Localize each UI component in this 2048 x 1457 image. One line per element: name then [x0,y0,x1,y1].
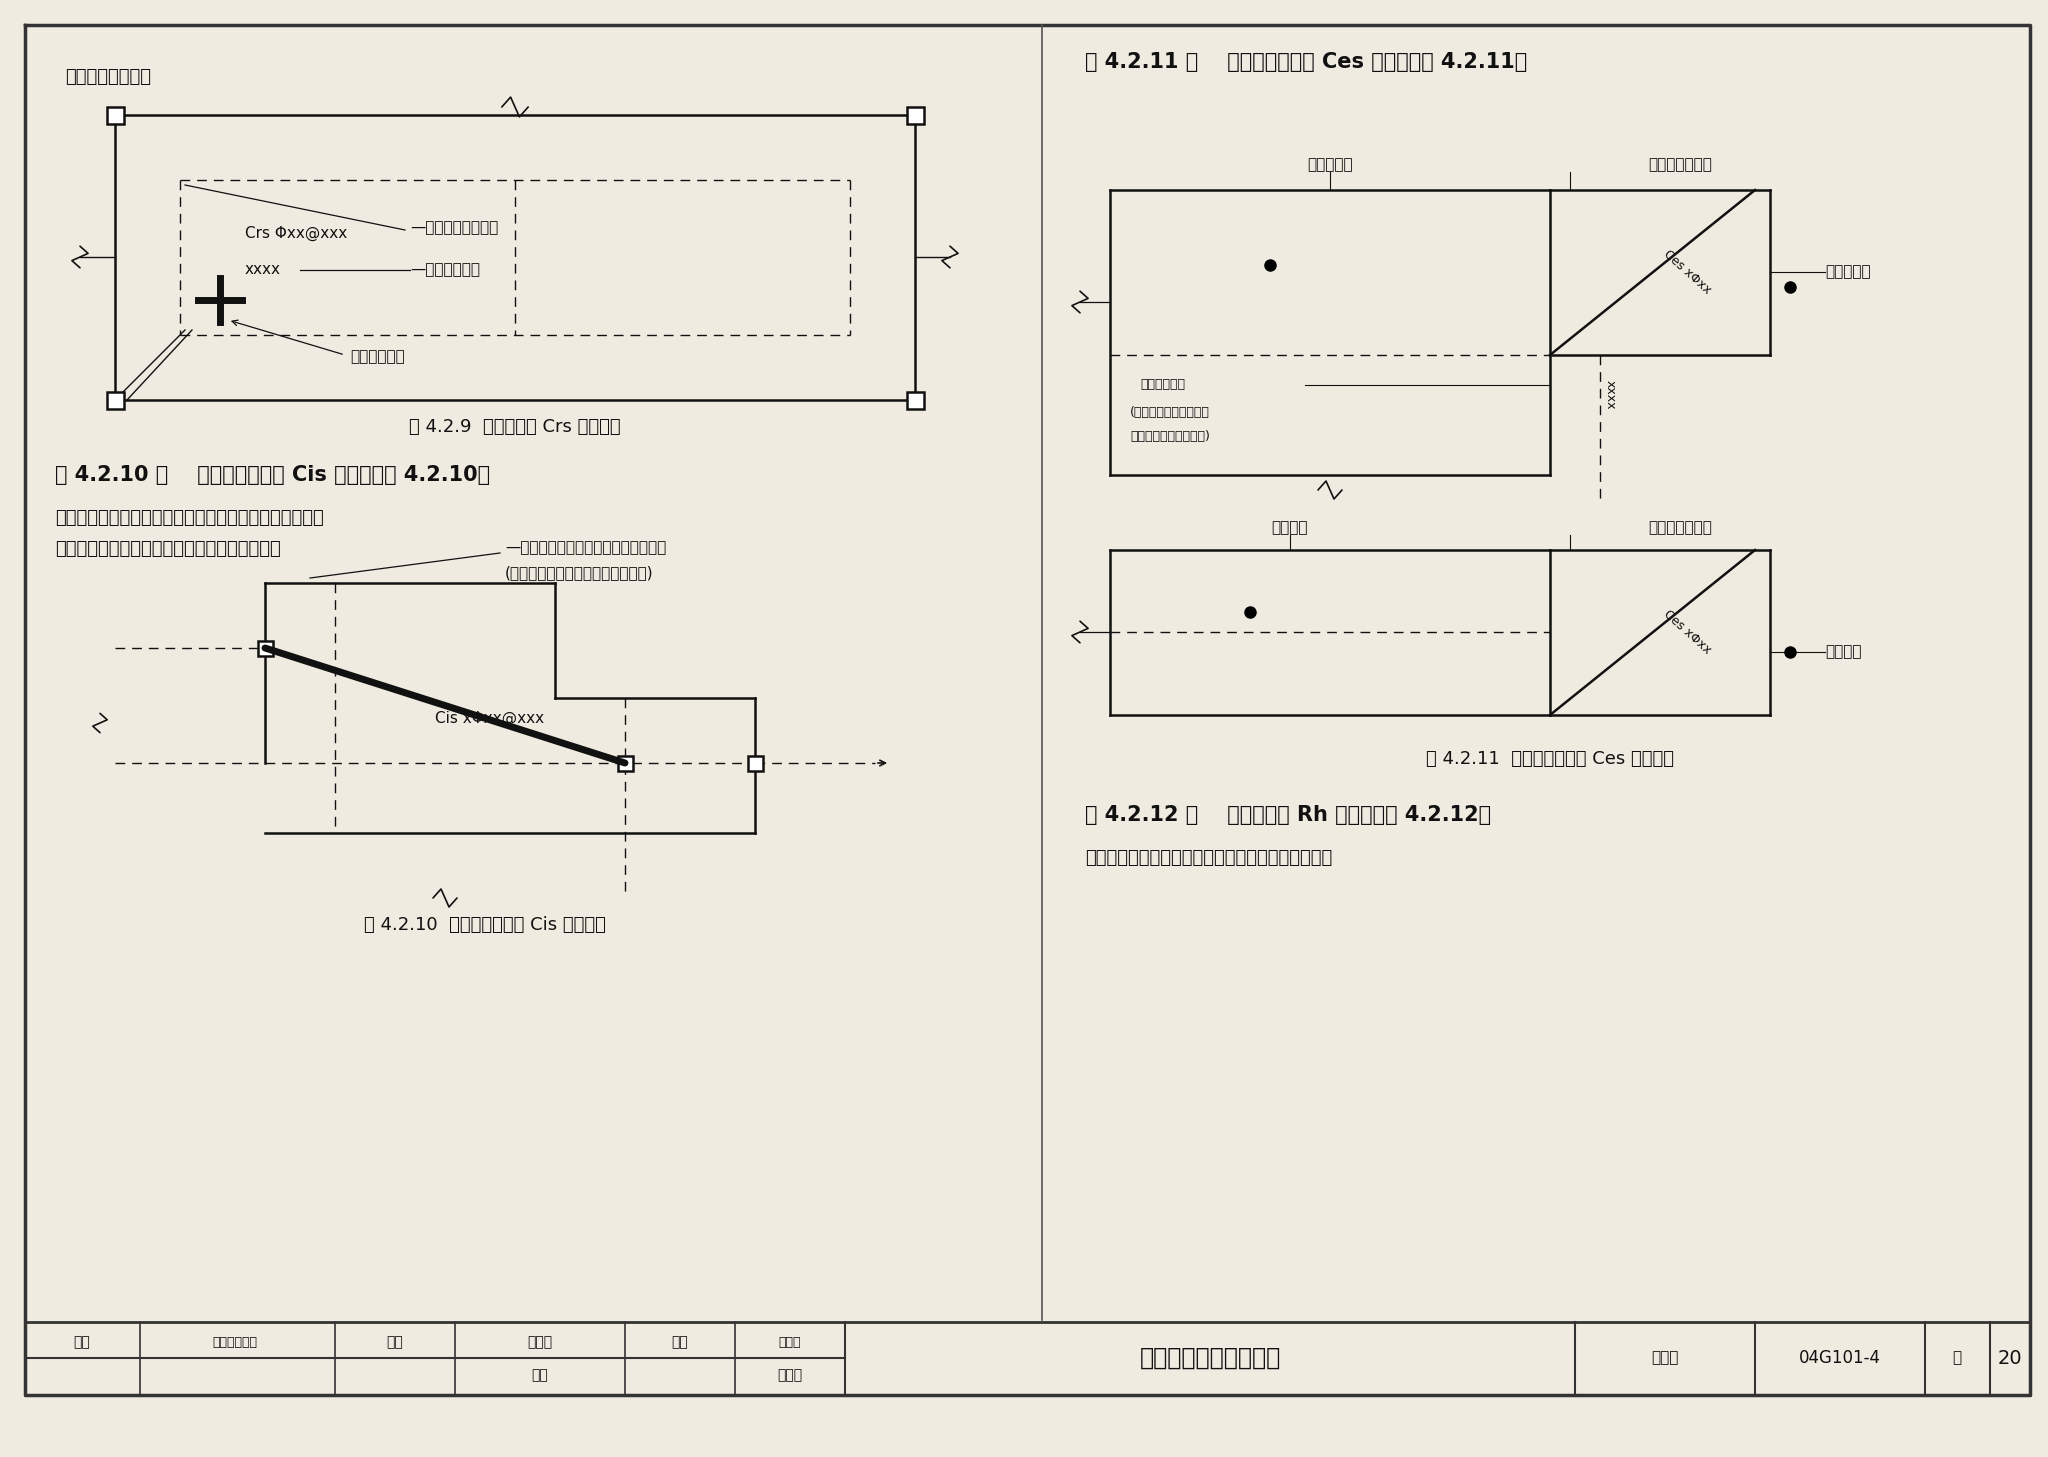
Text: 楼板相关构造制图规则: 楼板相关构造制图规则 [1139,1346,1280,1370]
Text: 第 4.2.11 条    悬挂阳角放射筋 Ces 的引注见图 4.2.11。: 第 4.2.11 条 悬挂阳角放射筋 Ces 的引注见图 4.2.11。 [1085,52,1528,71]
Text: Ces xΦxx: Ces xΦxx [1661,608,1712,657]
Text: 校对: 校对 [387,1335,403,1349]
Text: xxxx: xxxx [246,262,281,277]
Text: 图 4.2.10  悬挂阴角附加筋 Cis 引注图示: 图 4.2.10 悬挂阴角附加筋 Cis 引注图示 [365,916,606,934]
Text: 筋时则间空布置。: 筋时则间空布置。 [66,68,152,86]
Text: (当设计不注时，按标准: (当设计不注时，按标准 [1130,407,1210,420]
Text: 图 4.2.9  角部加强筋 Crs 引注图示: 图 4.2.9 角部加强筋 Crs 引注图示 [410,418,621,436]
Bar [618,756,633,771]
Text: 页: 页 [1952,1351,1962,1365]
Text: 纯悬挂板: 纯悬挂板 [1272,520,1309,535]
Text: Ces xΦxx: Ces xΦxx [1661,248,1712,297]
Text: 20: 20 [1997,1349,2021,1368]
Text: 构造详图中的规定取值): 构造详图中的规定取值) [1130,430,1210,443]
Text: 延伸悬挂板: 延伸悬挂板 [1825,265,1870,280]
Text: —跨内延伸长度: —跨内延伸长度 [410,262,479,277]
Text: 04G101-4: 04G101-4 [1798,1349,1880,1367]
Text: 基祸: 基祸 [532,1368,549,1383]
Text: 审核: 审核 [74,1335,90,1349]
Text: 悬挂阳角放射筋: 悬挂阳角放射筋 [1649,520,1712,535]
Text: 第 4.2.10 条    悬挂阴角附加筋 Cis 的引注见图 4.2.10。: 第 4.2.10 条 悬挂阴角附加筋 Cis 的引注见图 4.2.10。 [55,465,489,485]
Text: 设计: 设计 [672,1335,688,1349]
Text: —板角区上部加强筋: —板角区上部加强筋 [410,220,498,236]
Bar [907,392,924,408]
Text: 第 4.2.12 条    抗冲切筘筋 Rh 的引注见图 4.2.12。: 第 4.2.12 条 抗冲切筘筋 Rh 的引注见图 4.2.12。 [1085,806,1491,825]
Text: —悬挂阴角附加筋自阴角位置向内分布: —悬挂阴角附加筋自阴角位置向内分布 [506,541,666,555]
Text: 刘其祥: 刘其祥 [528,1335,553,1349]
Text: 图集号: 图集号 [1651,1351,1679,1365]
Bar [106,106,123,124]
Bar [748,756,762,771]
Text: 头基祸: 头基祸 [778,1336,801,1349]
Text: 陈青来: 陈青来 [778,1368,803,1383]
Text: 陈勃琼江东玲: 陈勃琼江东玲 [213,1336,258,1349]
Text: 悬挂阴角附加筋系在悬挂板的阴角部位斜放的附加钉筋，: 悬挂阴角附加筋系在悬挂板的阴角部位斜放的附加钉筋， [55,508,324,527]
Text: 悬挂阳角放射筋: 悬挂阳角放射筋 [1649,157,1712,172]
Text: 图 4.2.11  悬挂阳角放射筋 Ces 引注图示: 图 4.2.11 悬挂阳角放射筋 Ces 引注图示 [1425,750,1673,768]
Text: 抗冲切筘筋通常在无柱帽无梁楼盖的柱顶部位设置。: 抗冲切筘筋通常在无柱帽无梁楼盖的柱顶部位设置。 [1085,849,1333,867]
Text: 纯悬挂板: 纯悬挂板 [1825,644,1862,660]
Text: 延伸悬挂板: 延伸悬挂板 [1307,157,1354,172]
Text: xxxx: xxxx [1604,380,1618,409]
Bar [907,106,924,124]
Text: 双向分布范围: 双向分布范围 [350,350,406,364]
Bar [258,641,272,656]
Text: (设置在板上部悬挂受力钉筋的下面): (设置在板上部悬挂受力钉筋的下面) [506,565,653,580]
Text: 跨内延伸长度: 跨内延伸长度 [1141,379,1186,392]
Text: Crs Φxx@xxx: Crs Φxx@xxx [246,226,348,240]
Text: Cis xΦxx@xxx: Cis xΦxx@xxx [434,711,545,726]
Bar [106,392,123,408]
Text: 该附加钉筋设置在板上部悬挂受力钉筋的下面。: 该附加钉筋设置在板上部悬挂受力钉筋的下面。 [55,541,281,558]
